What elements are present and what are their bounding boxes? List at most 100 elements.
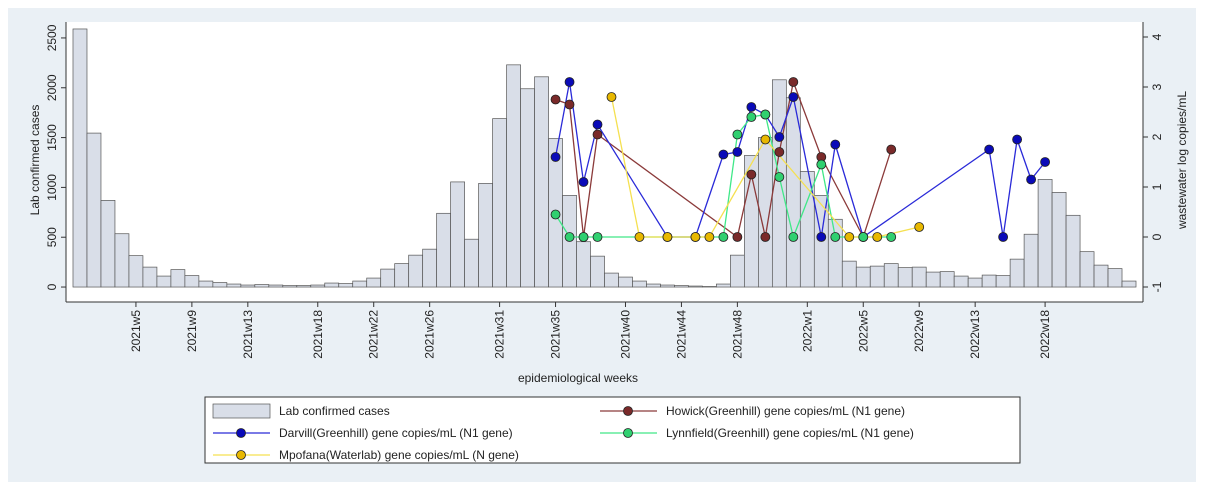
bar xyxy=(73,29,87,287)
bar xyxy=(227,284,241,287)
legend-swatch xyxy=(237,429,246,438)
bar xyxy=(213,283,227,287)
x-tick-label: 2021w22 xyxy=(367,310,381,359)
x-tick-label: 2021w5 xyxy=(129,310,143,352)
bar xyxy=(646,284,660,287)
bar xyxy=(283,286,297,287)
marker xyxy=(887,233,896,242)
marker xyxy=(915,223,924,232)
y2-tick-label: 3 xyxy=(1150,83,1164,90)
marker xyxy=(565,78,574,87)
marker xyxy=(719,150,728,159)
bar xyxy=(605,273,619,287)
bar xyxy=(255,285,269,287)
bar xyxy=(577,242,591,287)
bar xyxy=(940,272,954,287)
legend-swatch xyxy=(624,429,633,438)
bar xyxy=(982,275,996,287)
bar xyxy=(171,270,185,287)
x-tick-label: 2021w40 xyxy=(618,310,632,359)
bar xyxy=(353,281,367,287)
bar xyxy=(842,261,856,287)
y2-tick-label: 1 xyxy=(1150,183,1164,190)
bar xyxy=(381,269,395,287)
marker xyxy=(831,140,840,149)
bar xyxy=(1108,269,1122,287)
bar xyxy=(297,286,311,287)
marker xyxy=(733,148,742,157)
bar xyxy=(1052,192,1066,287)
bar xyxy=(660,285,674,287)
x-tick-label: 2021w9 xyxy=(185,310,199,352)
bar xyxy=(367,278,381,287)
y2-tick-label: 2 xyxy=(1150,133,1164,140)
x-tick-label: 2021w48 xyxy=(730,310,744,359)
bar xyxy=(884,264,898,287)
bar xyxy=(199,281,213,287)
y-axis-title: Lab confirmed cases xyxy=(28,105,42,216)
bar xyxy=(479,183,493,287)
bar xyxy=(1010,259,1024,287)
marker xyxy=(691,233,700,242)
y-tick-label: 1000 xyxy=(45,174,59,201)
x-tick-label: 2022w5 xyxy=(856,310,870,352)
marker xyxy=(761,135,770,144)
marker xyxy=(663,233,672,242)
bar xyxy=(1080,252,1094,287)
marker xyxy=(999,233,1008,242)
marker xyxy=(551,210,560,219)
bar xyxy=(856,267,870,287)
marker xyxy=(789,233,798,242)
marker xyxy=(1041,158,1050,167)
bar xyxy=(912,267,926,287)
x-tick-label: 2021w26 xyxy=(423,310,437,359)
marker xyxy=(733,130,742,139)
legend-label: Lynnfield(Greenhill) gene copies/mL (N1 … xyxy=(666,426,914,440)
marker xyxy=(789,93,798,102)
bar xyxy=(535,77,549,287)
bar xyxy=(1024,234,1038,287)
marker xyxy=(551,153,560,162)
y-tick-label: 2500 xyxy=(45,24,59,51)
y-tick-label: 500 xyxy=(45,227,59,247)
bar xyxy=(828,219,842,287)
x-tick-label: 2022w13 xyxy=(968,310,982,359)
legend-swatch xyxy=(237,451,246,460)
bar xyxy=(1066,215,1080,287)
legend-label: Howick(Greenhill) gene copies/mL (N1 gen… xyxy=(666,404,905,418)
x-tick-label: 2021w18 xyxy=(311,310,325,359)
marker xyxy=(607,93,616,102)
bar xyxy=(465,239,479,287)
marker xyxy=(817,233,826,242)
bar xyxy=(325,283,339,287)
bar xyxy=(185,276,199,287)
x-tick-label: 2021w35 xyxy=(549,310,563,359)
x-tick-label: 2021w31 xyxy=(493,310,507,359)
x-tick-label: 2021w13 xyxy=(241,310,255,359)
marker xyxy=(873,233,882,242)
marker xyxy=(985,145,994,154)
y2-tick-label: 0 xyxy=(1150,233,1164,240)
marker xyxy=(789,78,798,87)
bar xyxy=(786,98,800,287)
bar xyxy=(870,266,884,287)
marker xyxy=(733,233,742,242)
marker xyxy=(705,233,714,242)
bar xyxy=(87,133,101,287)
bar xyxy=(674,286,688,287)
marker xyxy=(845,233,854,242)
bar xyxy=(339,284,353,287)
marker xyxy=(579,178,588,187)
marker xyxy=(747,170,756,179)
bar xyxy=(1094,265,1108,287)
marker xyxy=(579,233,588,242)
marker xyxy=(761,110,770,119)
legend-swatch xyxy=(213,404,270,418)
bar xyxy=(423,249,437,287)
marker xyxy=(747,113,756,122)
bar xyxy=(954,276,968,287)
bar xyxy=(716,284,730,287)
marker xyxy=(635,233,644,242)
x-tick-label: 2022w9 xyxy=(912,310,926,352)
